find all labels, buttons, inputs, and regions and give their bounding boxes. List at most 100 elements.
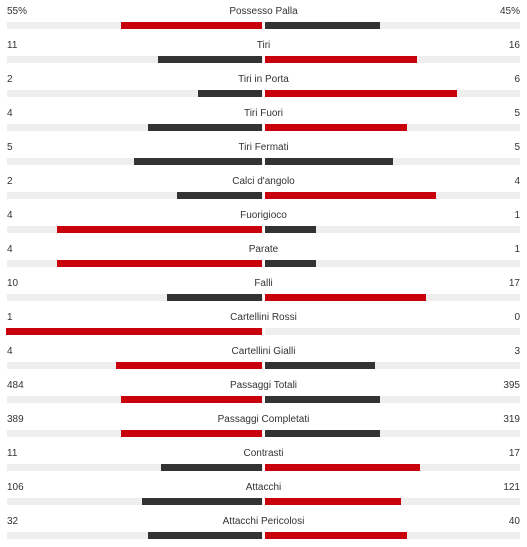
stat-label: Tiri Fermati [238, 142, 289, 153]
home-value: 32 [7, 516, 19, 527]
stat-bar-track [7, 260, 520, 267]
home-value: 4 [7, 210, 13, 221]
away-value: 3 [514, 346, 520, 357]
away-value: 17 [508, 278, 520, 289]
stat-row: 106 Attacchi 121 [0, 479, 527, 513]
stat-label: Parate [248, 244, 279, 255]
home-bar [121, 396, 262, 403]
stat-row: 4 Cartellini Gialli 3 [0, 343, 527, 377]
stat-label: Fuorigioco [240, 210, 287, 221]
home-bar [57, 260, 262, 267]
stat-bar-track [7, 464, 520, 471]
away-bar [265, 90, 457, 97]
stat-bar-track [7, 56, 520, 63]
bar-center-divider [263, 90, 265, 97]
bar-center-divider [263, 396, 265, 403]
home-value: 55% [7, 6, 28, 17]
away-value: 121 [503, 482, 520, 493]
home-value: 389 [7, 414, 24, 425]
stat-row: 2 Calci d'angolo 4 [0, 173, 527, 207]
stat-bar-track [7, 90, 520, 97]
stat-row: 2 Tiri in Porta 6 [0, 71, 527, 105]
home-bar [57, 226, 262, 233]
stat-row: 1 Cartellini Rossi 0 [0, 309, 527, 343]
stat-row: 389 Passaggi Completati 319 [0, 411, 527, 445]
home-value: 2 [7, 176, 13, 187]
away-bar [265, 294, 426, 301]
bar-center-divider [263, 124, 265, 131]
home-bar [134, 158, 262, 165]
stat-bar-track [7, 396, 520, 403]
stat-row: 4 Tiri Fuori 5 [0, 105, 527, 139]
stat-row: 4 Fuorigioco 1 [0, 207, 527, 241]
away-bar [265, 498, 401, 505]
away-value: 1 [514, 210, 520, 221]
stat-row: 5 Tiri Fermati 5 [0, 139, 527, 173]
home-value: 1 [7, 312, 13, 323]
bar-center-divider [263, 464, 265, 471]
away-bar [265, 192, 436, 199]
stat-bar-track [7, 498, 520, 505]
stat-label: Tiri Fuori [243, 108, 284, 119]
home-bar [167, 294, 262, 301]
away-bar [265, 260, 316, 267]
home-value: 4 [7, 244, 13, 255]
stat-bar-track [7, 124, 520, 131]
bar-center-divider [263, 192, 265, 199]
home-value: 4 [7, 108, 13, 119]
stat-bar-track [7, 192, 520, 199]
home-value: 106 [7, 482, 24, 493]
stat-row: 10 Falli 17 [0, 275, 527, 309]
stat-bar-track [7, 226, 520, 233]
away-value: 16 [508, 40, 520, 51]
stat-bar-track [7, 158, 520, 165]
away-bar [265, 362, 375, 369]
away-value: 4 [514, 176, 520, 187]
stat-row: 55% Possesso Palla 45% [0, 3, 527, 37]
away-bar [265, 124, 407, 131]
stat-label: Cartellini Rossi [230, 312, 297, 323]
away-bar [265, 22, 380, 29]
away-value: 5 [514, 142, 520, 153]
stat-label: Tiri in Porta [238, 74, 289, 85]
bar-center-divider [263, 294, 265, 301]
home-bar [116, 362, 262, 369]
home-value: 5 [7, 142, 13, 153]
stat-label: Passaggi Completati [217, 414, 310, 425]
stat-label: Attacchi [245, 482, 282, 493]
home-bar [142, 498, 262, 505]
stat-label: Passaggi Totali [229, 380, 298, 391]
home-value: 11 [7, 40, 18, 51]
home-bar [177, 192, 262, 199]
home-bar [148, 124, 262, 131]
home-bar [121, 430, 262, 437]
home-bar [161, 464, 262, 471]
stat-bar-track [7, 22, 520, 29]
bar-center-divider [263, 328, 265, 335]
away-value: 6 [514, 74, 520, 85]
away-bar [265, 226, 316, 233]
stat-label: Falli [254, 278, 273, 289]
away-value: 0 [514, 312, 520, 323]
home-bar [121, 22, 262, 29]
away-value: 45% [499, 6, 520, 17]
away-value: 1 [514, 244, 520, 255]
stat-bar-track [7, 362, 520, 369]
away-value: 17 [508, 448, 520, 459]
away-bar [265, 532, 407, 539]
stat-label: Attacchi Pericolosi [222, 516, 305, 527]
away-value: 395 [503, 380, 520, 391]
bar-center-divider [263, 430, 265, 437]
stat-row: 4 Parate 1 [0, 241, 527, 275]
stat-row: 11 Contrasti 17 [0, 445, 527, 479]
stat-row: 484 Passaggi Totali 395 [0, 377, 527, 411]
home-bar [148, 532, 262, 539]
away-bar [265, 158, 393, 165]
bar-center-divider [263, 498, 265, 505]
stat-bar-track [7, 532, 520, 539]
home-value: 10 [7, 278, 19, 289]
stat-label: Possesso Palla [229, 6, 298, 17]
stat-row: 11 Tiri 16 [0, 37, 527, 71]
bar-center-divider [263, 362, 265, 369]
